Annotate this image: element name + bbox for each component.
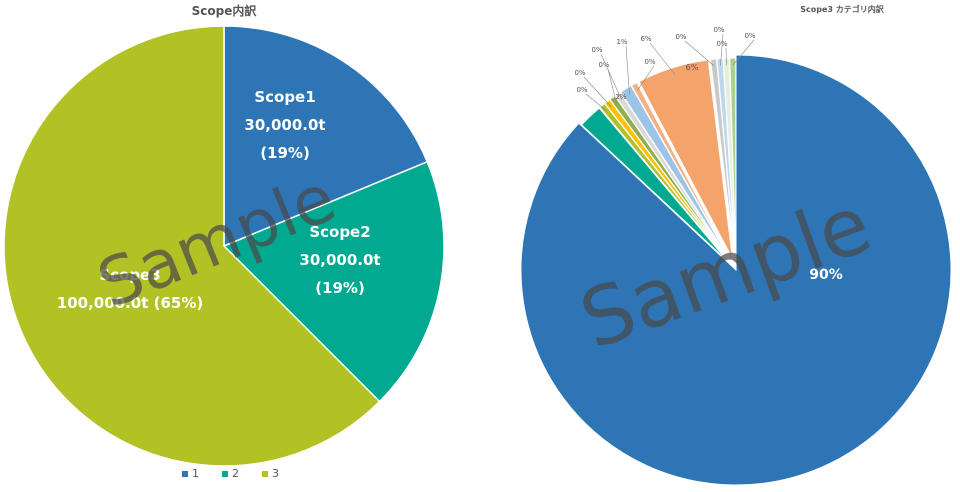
chart2-label-2: 2% — [615, 93, 626, 101]
chart2-slice-7 — [620, 85, 731, 261]
chart1-slice-1 — [223, 25, 429, 248]
chart1-title: Scope内訳 — [192, 3, 258, 18]
chart2-slice-6 — [614, 91, 730, 261]
chart1-legend: 1 2 3 — [182, 467, 279, 480]
chart2-label-7: 1% — [616, 38, 627, 46]
chart2-slice-13 — [729, 57, 737, 259]
chart1-slice-2 — [222, 160, 445, 403]
legend-label-2: 2 — [232, 467, 239, 480]
chart2-label-8: 0% — [644, 58, 655, 66]
chart2-leader-13 — [732, 39, 755, 66]
chart2-leader-8 — [637, 65, 655, 91]
chart2-leader-7 — [625, 45, 630, 95]
scope-breakdown-chart: Scope内訳 Scope1 30,000.0t (19%) Scope2 30,000… — [3, 3, 445, 480]
chart2-leader-3 — [585, 93, 607, 112]
scope3-category-chart: Scope3 カテゴリ内訳 90% 2% 0% 0% 0% 0% 1% 0% 6% 0% 0% 0% 0… — [520, 4, 952, 486]
chart1-slice-1-pct: (19%) — [260, 144, 310, 162]
chart2-label-4: 0% — [574, 69, 585, 77]
chart2-slice-2 — [580, 107, 729, 262]
chart2-leader-4 — [583, 76, 612, 108]
chart1-slice-3-name: Scope3 — [99, 266, 160, 284]
chart2-leader-5 — [607, 68, 617, 104]
chart2-label-9: 6% — [686, 63, 699, 72]
chart2-leader-9 — [649, 42, 675, 75]
chart2-label-10: 0% — [675, 33, 686, 41]
chart1-slice-2-name: Scope2 — [309, 223, 370, 241]
chart2-leader-11 — [720, 33, 724, 66]
chart2-title: Scope3 カテゴリ内訳 — [800, 4, 885, 14]
chart2-label-3: 0% — [576, 86, 587, 94]
legend-label-1: 1 — [192, 467, 199, 480]
chart2-leader-6 — [600, 53, 622, 100]
chart2-slice-9 — [638, 59, 733, 259]
chart1-slice-1-value: 30,000.0t — [244, 116, 325, 134]
chart2-slice-1 — [520, 54, 952, 486]
chart2-leader-10 — [684, 40, 715, 67]
legend-label-3: 3 — [272, 467, 279, 480]
legend-swatch-3 — [262, 471, 268, 477]
chart2-leader-12 — [725, 47, 727, 66]
legend-swatch-1 — [182, 471, 188, 477]
chart2-label-12: 0% — [716, 40, 727, 48]
chart2-label-6: 0% — [591, 46, 602, 54]
chart2-label-9: 6% — [640, 35, 651, 43]
chart1-slice-3 — [3, 25, 381, 467]
chart1-slice-3-value: 100,000.0t (65%) — [57, 294, 203, 312]
chart2-label-1: 90% — [809, 267, 843, 283]
chart1-slice-2-pct: (19%) — [315, 279, 365, 297]
legend-swatch-2 — [222, 471, 228, 477]
chart1-slice-2-value: 30,000.0t — [299, 251, 380, 269]
chart1-slice-1-name: Scope1 — [254, 88, 315, 106]
chart2-slice-8 — [630, 81, 731, 260]
chart2-label-11: 0% — [713, 26, 724, 34]
chart2-label-5: 0% — [598, 61, 609, 69]
chart2-label-13: 0% — [744, 32, 755, 40]
